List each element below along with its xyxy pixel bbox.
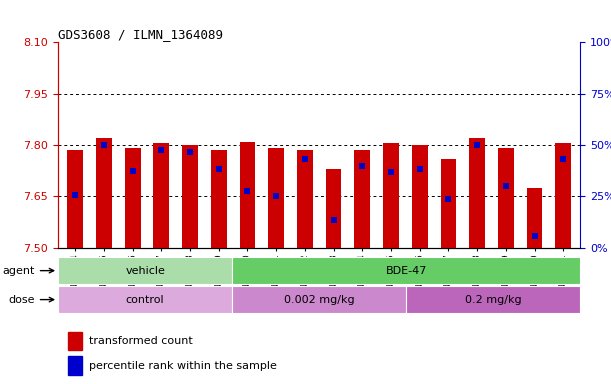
Bar [469,138,485,248]
Bar [268,148,284,248]
Bar [96,138,112,248]
Bar [232,286,406,313]
Text: dose: dose [9,295,54,305]
Bar [555,143,571,248]
Bar [125,148,141,248]
Bar [406,286,580,313]
Bar [67,150,83,248]
Bar [182,145,198,248]
Bar [441,159,456,248]
Bar [326,169,342,248]
Text: BDE-47: BDE-47 [386,266,427,276]
Bar [58,257,232,284]
Text: agent: agent [2,266,54,276]
Bar [68,356,81,375]
Text: transformed count: transformed count [89,336,193,346]
Text: 0.002 mg/kg: 0.002 mg/kg [284,295,354,305]
Bar [58,286,232,313]
Bar [412,145,428,248]
Bar [297,150,313,248]
Text: control: control [126,295,164,305]
Bar [211,150,227,248]
Text: vehicle: vehicle [125,266,165,276]
Text: GDS3608 / ILMN_1364089: GDS3608 / ILMN_1364089 [58,28,223,41]
Bar [240,142,255,248]
Bar [498,148,514,248]
Bar [354,150,370,248]
Text: percentile rank within the sample: percentile rank within the sample [89,361,277,371]
Bar [527,188,543,248]
Bar [68,332,81,350]
Text: 0.2 mg/kg: 0.2 mg/kg [465,295,522,305]
Bar [383,143,399,248]
Bar [232,257,580,284]
Bar [153,143,169,248]
